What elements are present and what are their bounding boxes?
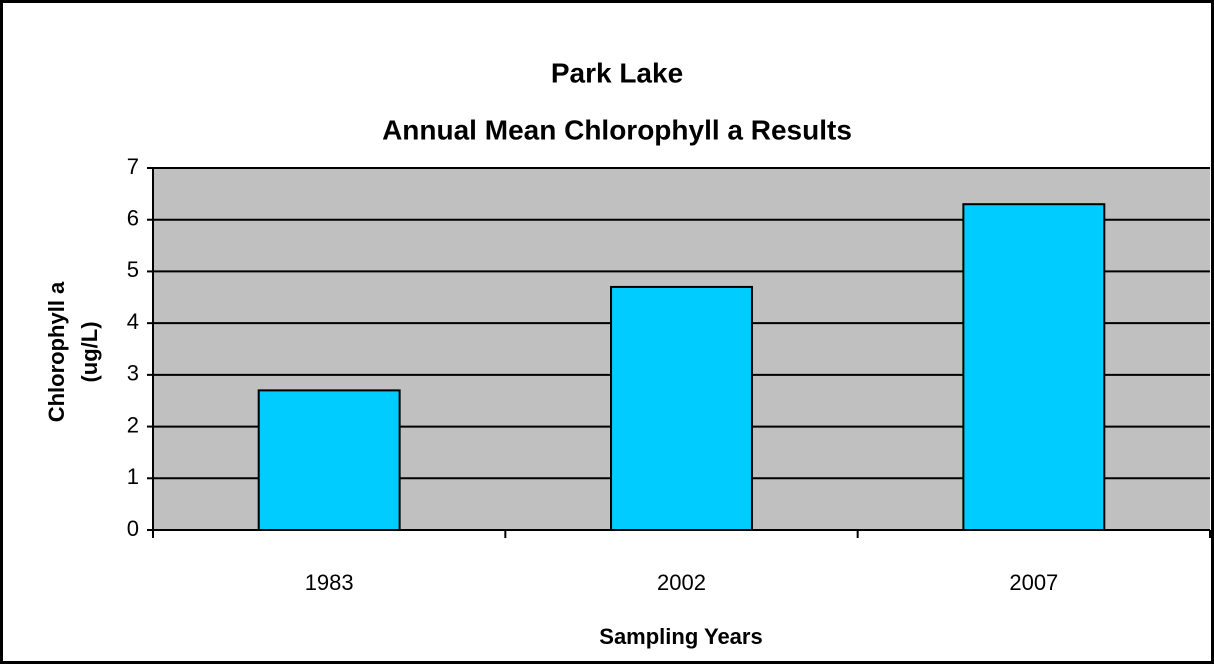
- x-tick-label: 2002: [657, 570, 706, 595]
- x-axis-title: Sampling Years: [599, 624, 762, 649]
- x-tick-label: 1983: [305, 570, 354, 595]
- y-tick-label: 2: [127, 412, 139, 437]
- bar: [257, 389, 401, 531]
- x-tick-label: 2007: [1009, 570, 1058, 595]
- y-tick-label: 1: [127, 464, 139, 489]
- y-axis-title: Chlorophyll a: [44, 281, 69, 422]
- y-axis-title: (ug/L): [77, 321, 102, 382]
- chart-subtitle: Annual Mean Chlorophyll a Results: [382, 114, 852, 145]
- bar: [962, 203, 1106, 531]
- y-tick-label: 6: [127, 206, 139, 231]
- bar: [610, 285, 753, 532]
- y-tick-label: 7: [127, 154, 139, 179]
- y-tick-label: 0: [127, 516, 139, 541]
- chart-title: Park Lake: [551, 57, 683, 88]
- y-tick-label: 3: [127, 361, 139, 386]
- y-tick-label: 5: [127, 257, 139, 282]
- y-tick-label: 4: [127, 309, 139, 334]
